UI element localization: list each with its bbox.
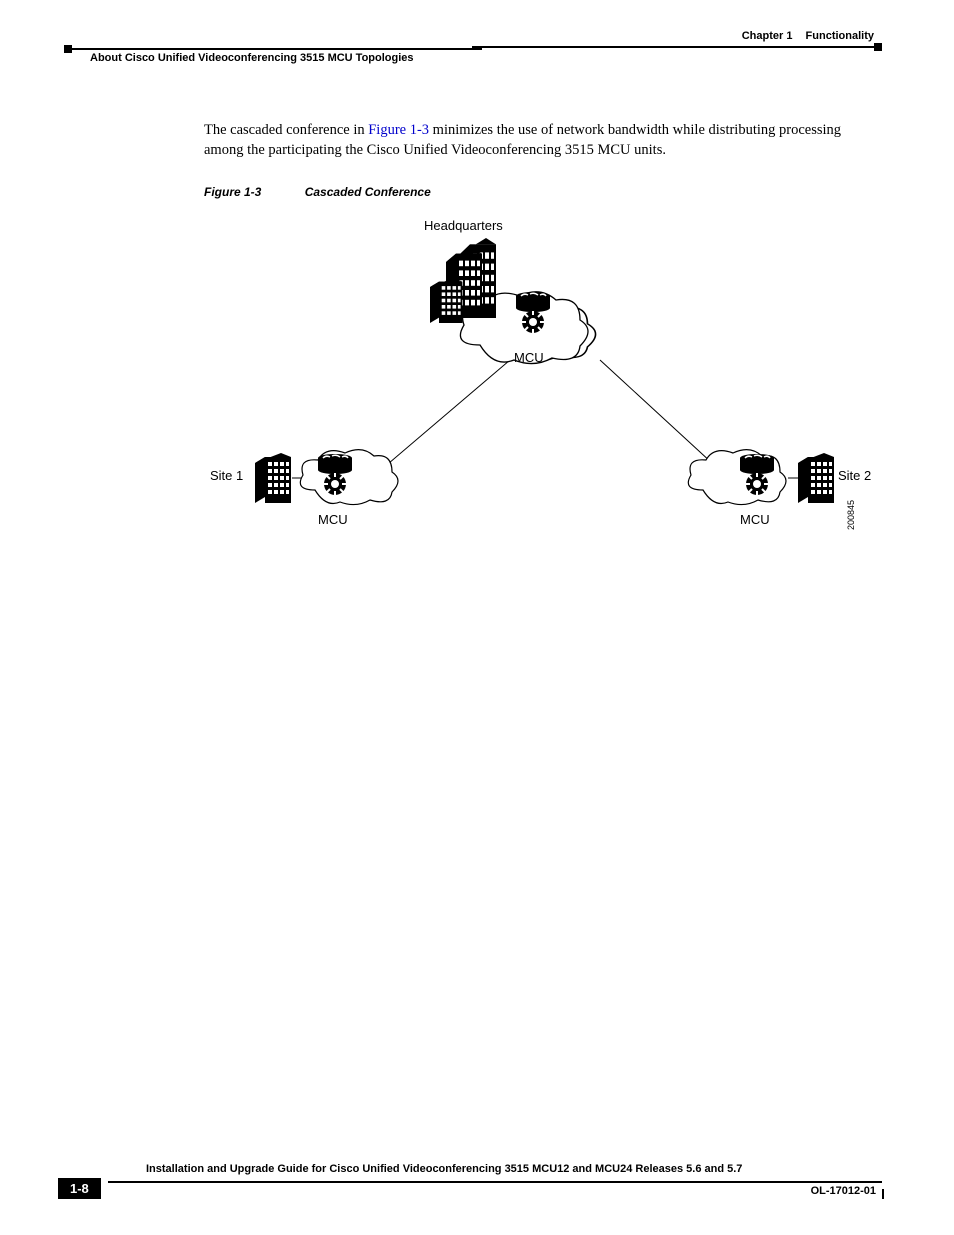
figure-xref-link[interactable]: Figure 1-3 — [368, 122, 429, 138]
body-paragraph: The cascaded conference in Figure 1-3 mi… — [204, 120, 884, 161]
figure-title: Cascaded Conference — [305, 185, 431, 199]
header-right-marker — [874, 43, 882, 51]
header-right-rule — [472, 46, 882, 48]
site1-label: Site 1 — [210, 468, 243, 483]
site2-mcu-label: MCU — [740, 512, 770, 527]
diagram-svg — [200, 210, 880, 560]
site2-label: Site 2 — [838, 468, 871, 483]
hq-mcu-label: MCU — [514, 350, 544, 365]
chapter-title: Functionality — [806, 30, 874, 42]
figure-image-id: 200845 — [846, 500, 856, 530]
site1-mcu-label: MCU — [318, 512, 348, 527]
site1-building-icon — [255, 453, 291, 503]
hq-building-icon — [430, 238, 496, 323]
body-text-before: The cascaded conference in — [204, 122, 368, 138]
chapter-number: Chapter 1 — [742, 30, 793, 42]
header-chapter: Chapter 1 Functionality — [742, 30, 874, 42]
figure-diagram: Headquarters MCU Site 1 MCU Site 2 MCU 2… — [200, 210, 880, 560]
header-left-rule — [72, 48, 482, 50]
doc-id: OL-17012-01 — [811, 1185, 876, 1197]
page-number: 1-8 — [58, 1178, 101, 1199]
footer-doc-title: Installation and Upgrade Guide for Cisco… — [146, 1163, 742, 1175]
site2-building-icon — [798, 453, 834, 503]
figure-caption: Figure 1-3 Cascaded Conference — [204, 185, 431, 199]
figure-number: Figure 1-3 — [204, 185, 261, 199]
footer-right-tick — [882, 1189, 884, 1199]
section-title: About Cisco Unified Videoconferencing 35… — [90, 52, 414, 64]
header-left-marker — [64, 45, 72, 53]
hq-label: Headquarters — [424, 218, 503, 233]
footer-rule — [108, 1181, 882, 1183]
